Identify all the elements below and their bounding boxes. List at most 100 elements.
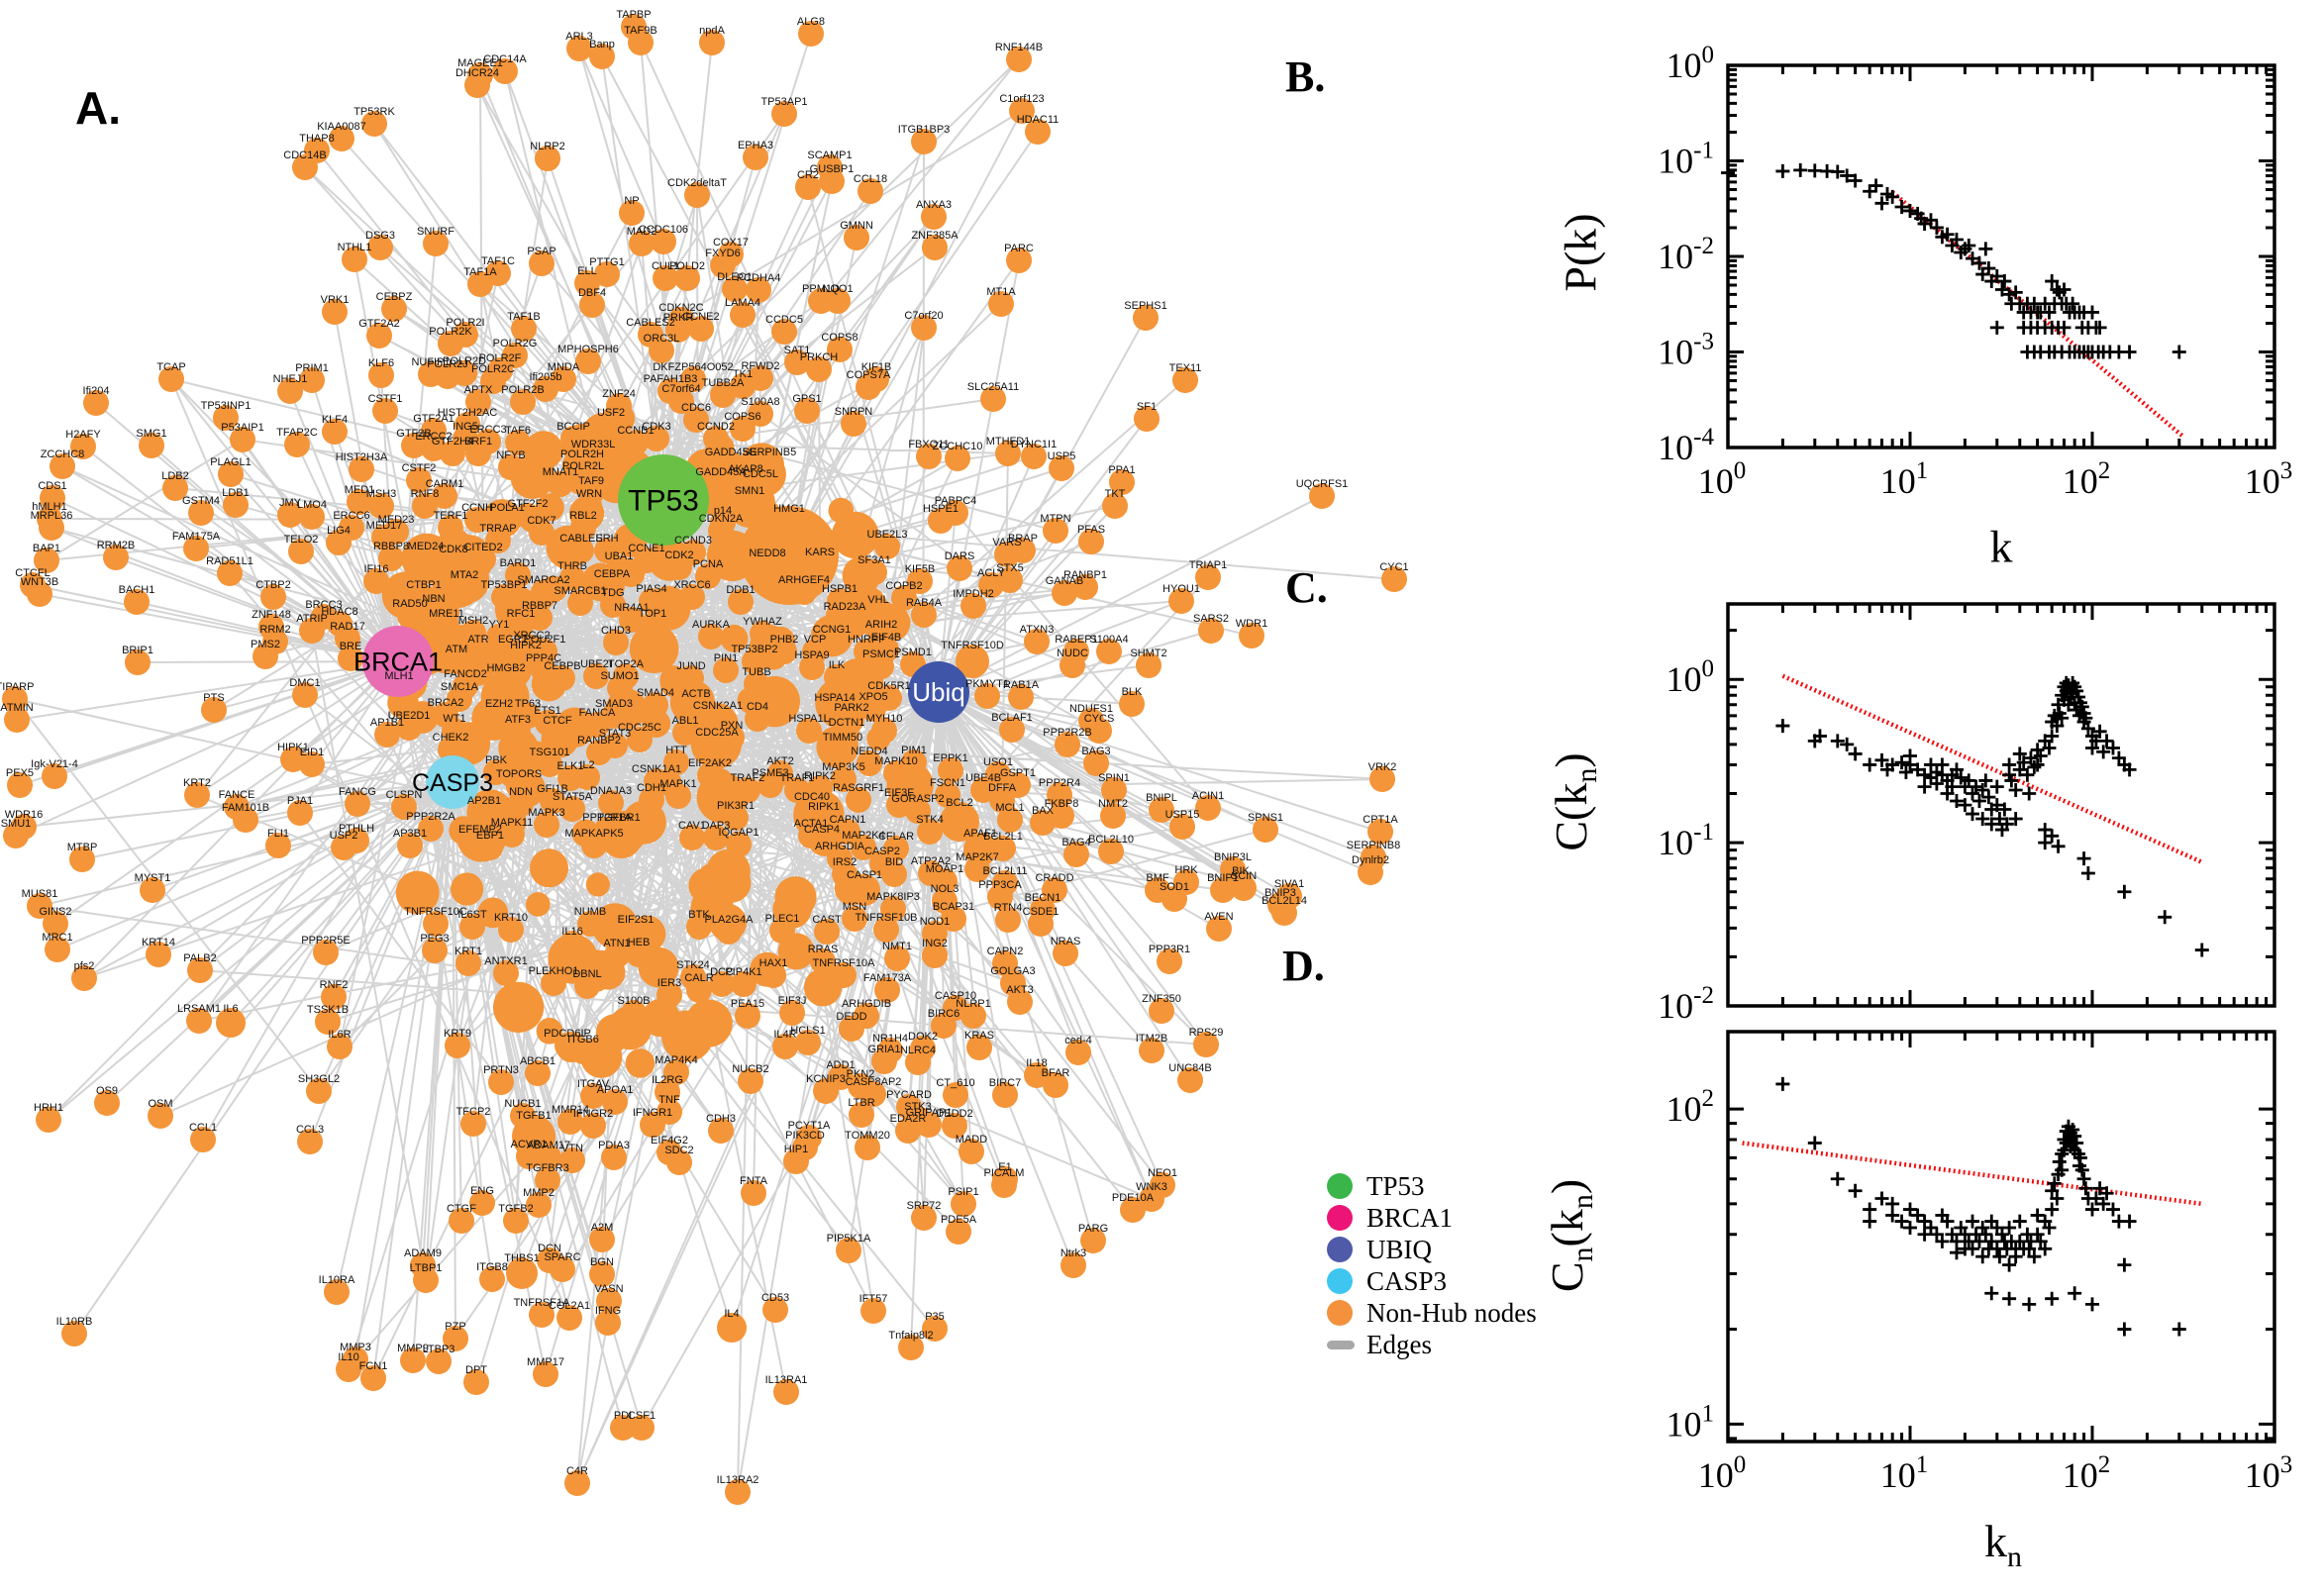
network-node-label: S100B xyxy=(617,995,650,1007)
network-node xyxy=(610,1415,636,1441)
network-node xyxy=(594,261,620,287)
network-node-label: VCP xyxy=(804,634,827,646)
network-node xyxy=(265,833,291,858)
network-node-label: RANBP1 xyxy=(1063,569,1107,581)
network-node-label: PIP5K1A xyxy=(827,1233,871,1245)
network-node xyxy=(485,528,511,553)
network-node-label: MSN xyxy=(843,901,867,913)
network-node-label: PEA15 xyxy=(731,998,764,1010)
network-node xyxy=(999,717,1025,743)
network-node-label: TNFRSF1A xyxy=(514,1297,571,1309)
network-node xyxy=(806,356,832,382)
network-node-label: HSPB1 xyxy=(822,583,858,595)
tick-label: 100 xyxy=(1666,655,1715,699)
network-node xyxy=(3,823,29,848)
network-node-label: DCTN1 xyxy=(829,717,865,729)
network-node-label: OS9 xyxy=(96,1085,118,1097)
network-node-label: CHD3 xyxy=(601,625,631,637)
network-node xyxy=(71,965,97,991)
network-node-label: STK24 xyxy=(676,959,710,971)
network-node-label: ELK1 xyxy=(557,760,584,772)
network-node xyxy=(1080,1228,1106,1253)
network-node-label: SMAD4 xyxy=(637,687,674,699)
network-node-label: KIF5B xyxy=(905,563,936,575)
network-node-label: DARS xyxy=(945,550,975,562)
c-y-axis-title: C(kn) xyxy=(1545,752,1604,851)
network-node xyxy=(1024,629,1050,654)
tick-label: 10-3 xyxy=(1658,329,1714,372)
network-node-label: BFAR xyxy=(1042,1067,1070,1079)
network-node xyxy=(868,653,894,679)
network-node xyxy=(1206,916,1232,942)
network-node-label: DBNL xyxy=(572,968,601,980)
network-node xyxy=(773,1379,799,1405)
network-node-label: FANCG xyxy=(339,786,376,798)
network-node xyxy=(1358,859,1383,885)
network-node-label: NDUFS1 xyxy=(1069,703,1113,715)
network-node-label: POLR2L xyxy=(562,460,604,472)
network-node xyxy=(1021,444,1047,469)
network-node-label: TP53BP2 xyxy=(731,644,777,655)
network-node-label: IL4R xyxy=(773,1029,796,1041)
network-node-label: RABEP1 xyxy=(1055,634,1097,646)
network-node xyxy=(1195,795,1221,821)
network-node xyxy=(725,1479,751,1505)
network-node-label: MMP3 xyxy=(340,1342,371,1353)
network-node xyxy=(1198,618,1224,644)
network-node-label: MMP2 xyxy=(523,1187,555,1199)
network-node-label: PXN xyxy=(721,720,744,732)
network-node xyxy=(895,1118,921,1144)
network-node-label: ADAM9 xyxy=(404,1247,442,1259)
network-node-label: APOA1 xyxy=(597,1084,634,1096)
network-node xyxy=(479,1266,505,1292)
network-node-label: CSF1 xyxy=(628,1410,656,1422)
network-node-label: KRT10 xyxy=(494,912,528,924)
network-node-filler xyxy=(706,848,751,894)
network-node xyxy=(83,390,109,416)
legend-label: BRCA1 xyxy=(1366,1202,1454,1233)
network-node-label: MAPK1 xyxy=(659,778,696,790)
network-node-label: HYOU1 xyxy=(1162,583,1200,595)
network-node-label: DSG3 xyxy=(365,230,395,242)
network-node-label: CITED2 xyxy=(463,542,502,553)
network-node-label: ACIN1 xyxy=(1192,790,1224,802)
network-node xyxy=(459,914,485,940)
network-node-label: PLA2G4A xyxy=(705,914,755,926)
network-node xyxy=(158,366,184,392)
network-node xyxy=(499,822,525,848)
network-node-label: FKBP8 xyxy=(1045,798,1079,810)
network-node-label: ORC3L xyxy=(644,333,680,345)
network-node xyxy=(839,1016,864,1042)
network-node-label: NFYB xyxy=(496,449,525,461)
network-node-label: CABLES2 xyxy=(626,317,675,329)
network-node-label: S100A8 xyxy=(741,396,779,408)
network-node-label: MSH2 xyxy=(458,615,489,627)
network-node xyxy=(841,411,866,437)
network-node-label: CCNE2 xyxy=(682,311,719,323)
network-node-label: MAP2K7 xyxy=(956,851,998,863)
network-node xyxy=(683,693,709,719)
network-node-label: RASGRF1 xyxy=(833,782,884,794)
network-node-label: CDC25C xyxy=(618,722,661,734)
network-node xyxy=(465,389,491,415)
network-node-label: HSPE1 xyxy=(923,503,959,515)
network-node-label: IFT57 xyxy=(859,1293,888,1305)
network-node xyxy=(708,471,734,497)
network-node-label: CDC14A xyxy=(483,53,527,65)
network-node-label: STAT3 xyxy=(599,728,632,740)
network-node-label: MTPN xyxy=(1040,513,1070,525)
network-node-label: TGFB1 xyxy=(516,1110,551,1122)
network-node-label: ING2 xyxy=(922,938,948,949)
network-node-label: FXYD6 xyxy=(705,248,740,259)
network-node xyxy=(668,388,694,414)
b-y-axis-title: P(k) xyxy=(1555,213,1606,292)
network-node-label: PYCARD xyxy=(886,1089,932,1101)
network-node-label: VHL xyxy=(867,594,888,606)
network-node-label: MAPKAPK5 xyxy=(564,828,623,840)
network-node-label: ERCC2 xyxy=(415,431,452,443)
network-node-label: KIF1B xyxy=(861,361,892,373)
network-node xyxy=(935,782,960,808)
network-node-label: USP15 xyxy=(1165,809,1200,821)
network-node-label: PDE5A xyxy=(941,1214,977,1226)
network-node-label: PRKR xyxy=(663,312,694,324)
